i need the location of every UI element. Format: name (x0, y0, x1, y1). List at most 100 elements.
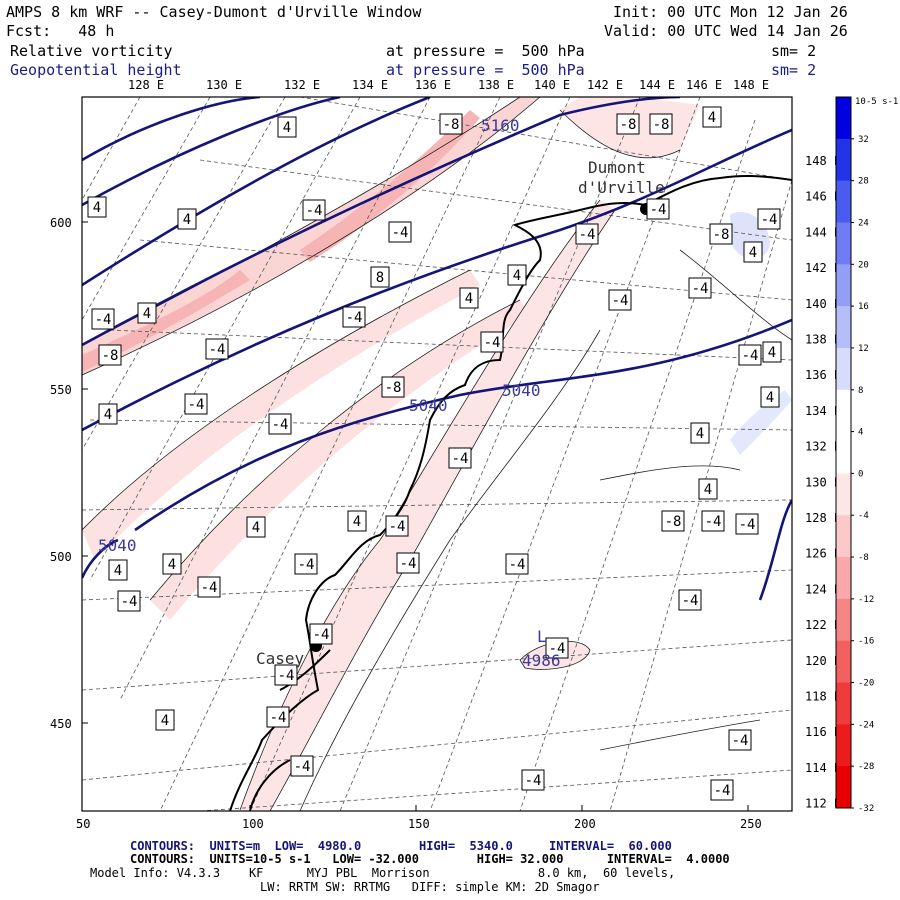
vorticity-label-text: -4 (484, 335, 501, 351)
lon-label: 136 E (415, 78, 451, 92)
vorticity-label-text: -4 (188, 397, 205, 413)
right-grid-label: 138 E (805, 333, 841, 347)
vorticity-label-box: -8 (381, 376, 405, 398)
field1-smooth: sm= 2 (771, 42, 817, 60)
colorbar-label: -32 (858, 804, 874, 814)
vorticity-label-box: -8 (616, 113, 640, 135)
right-grid-label: 146 E (805, 190, 841, 204)
vorticity-label-box: -4 (480, 331, 504, 353)
colorbar-swatch (836, 222, 851, 265)
colorbar-label: 32 (858, 135, 869, 145)
vorticity-label-box: -4 (385, 515, 409, 537)
vorticity-label-box: -4 (266, 706, 290, 728)
height-label: 5040 (502, 381, 541, 400)
vorticity-label-text: 4 (93, 200, 101, 216)
right-grid-label: 114 E (805, 761, 841, 775)
vorticity-label-text: 8 (376, 270, 384, 286)
forecast-hour: Fcst: 48 h (6, 22, 115, 40)
vorticity-label-box: 4 (98, 403, 118, 425)
vorticity-label-text: -4 (306, 203, 323, 219)
vorticity-label-box: -4 (678, 589, 702, 611)
right-grid-label: 120 E (805, 654, 841, 668)
vorticity-band (82, 270, 250, 372)
vorticity-label-text: -4 (298, 557, 315, 573)
right-grid-label: 134 E (805, 404, 841, 418)
vorticity-label-text: 4 (708, 110, 716, 126)
y-tick-label: 600 (50, 216, 72, 230)
vorticity-label-box: 4 (702, 106, 722, 128)
vorticity-label-text: 4 (513, 268, 521, 284)
vorticity-label-box: -4 (205, 338, 229, 360)
height-label: 5160 (481, 116, 520, 135)
vorticity-label-text: -4 (579, 227, 596, 243)
height-label: 5040 (98, 536, 137, 555)
right-grid-label: 140 E (805, 297, 841, 311)
vorticity-label-text: -4 (346, 310, 363, 326)
field1-level: at pressure = 500 hPa (386, 42, 585, 60)
lon-label: 128 E (128, 78, 164, 92)
vorticity-label-box: 4 (690, 422, 710, 444)
vorticity-label-text: -4 (278, 668, 295, 684)
vorticity-label-text: -4 (682, 593, 699, 609)
vorticity-label-box: -4 (290, 755, 314, 777)
vorticity-shading (82, 97, 792, 810)
vorticity-label-box: -4 (738, 344, 762, 366)
colorbar-unit: 10-5 s-1 (855, 97, 898, 107)
vorticity-label-box: -4 (735, 513, 759, 535)
colorbar-swatch (836, 138, 851, 182)
vorticity-labels: 4 -8 -8 -8 4 4 -4 4 -4 -4 -8 -4 4 4 8 -4 4 -4 4 -4 -8 4 -4 -4 -8… (87, 106, 782, 801)
top-longitude-labels: 128 E 130 E 132 E 134 E 136 E 138 E 140 … (128, 78, 769, 92)
vorticity-label-text: -4 (732, 733, 749, 749)
field2-smooth: sm= 2 (771, 61, 817, 79)
colorbar-label: -4 (858, 511, 869, 521)
height-contours (82, 97, 792, 601)
init-time: Init: 00 UTC Mon 12 Jan 26 (613, 3, 848, 21)
vorticity-label-box: 4 (760, 386, 780, 408)
lon-label: 138 E (478, 78, 514, 92)
lon-label: 130 E (206, 78, 242, 92)
vorticity-label-box: -4 (309, 623, 333, 645)
colorbar-swatch (836, 306, 851, 349)
right-grid-label: 144 E (805, 225, 841, 239)
colorbar-label: -12 (858, 595, 874, 605)
vorticity-label-text: -4 (509, 557, 526, 573)
dumont-label-line1: Dumont (588, 158, 646, 177)
vorticity-band (82, 270, 480, 560)
vorticity-label-box: 4 (87, 196, 107, 218)
vorticity-label-text: 4 (283, 120, 291, 136)
vorticity-label-text: -4 (761, 212, 778, 228)
vorticity-label-text: 4 (704, 482, 712, 498)
y-ticks (82, 221, 88, 724)
vorticity-label-box: -4 (575, 223, 599, 245)
field2-name: Geopotential height (10, 61, 182, 79)
vorticity-label-text: -4 (270, 710, 287, 726)
vorticity-label-box: -8 (661, 510, 685, 532)
vorticity-label-text: 4 (768, 345, 776, 361)
vorticity-label-box: -4 (728, 729, 752, 751)
lon-label: 148 E (733, 78, 769, 92)
vorticity-label-text: -4 (650, 202, 667, 218)
vorticity-label-box: -4 (197, 576, 221, 598)
colorbar-swatch (836, 97, 851, 140)
vorticity-label-box: 8 (370, 266, 390, 288)
vorticity-label-box: -4 (342, 306, 366, 328)
colorbar-swatch (836, 180, 851, 223)
lon-label: 132 E (284, 78, 320, 92)
y-axis: 600 550 500 450 (50, 216, 88, 731)
vorticity-label-box: -4 (184, 393, 208, 415)
colorbar-label: 28 (858, 177, 869, 187)
vorticity-label-text: -8 (443, 117, 460, 133)
y-tick-label: 550 (50, 383, 72, 397)
vorticity-label-box: -8 (709, 223, 733, 245)
colorbar-label: 8 (858, 386, 863, 396)
x-tick-label: 50 (76, 817, 90, 831)
right-grid-label: 126 E (805, 547, 841, 561)
vorticity-label-box: -4 (688, 277, 712, 299)
right-grid-label: 136 E (805, 368, 841, 382)
vorticity-label-box: 4 (459, 287, 479, 309)
vorticity-label-text: -8 (653, 117, 670, 133)
x-tick-label: 150 (408, 817, 430, 831)
right-grid-label: 130 E (805, 475, 841, 489)
x-ticks (81, 805, 749, 811)
x-axis: 50 100 150 200 250 (76, 805, 762, 831)
